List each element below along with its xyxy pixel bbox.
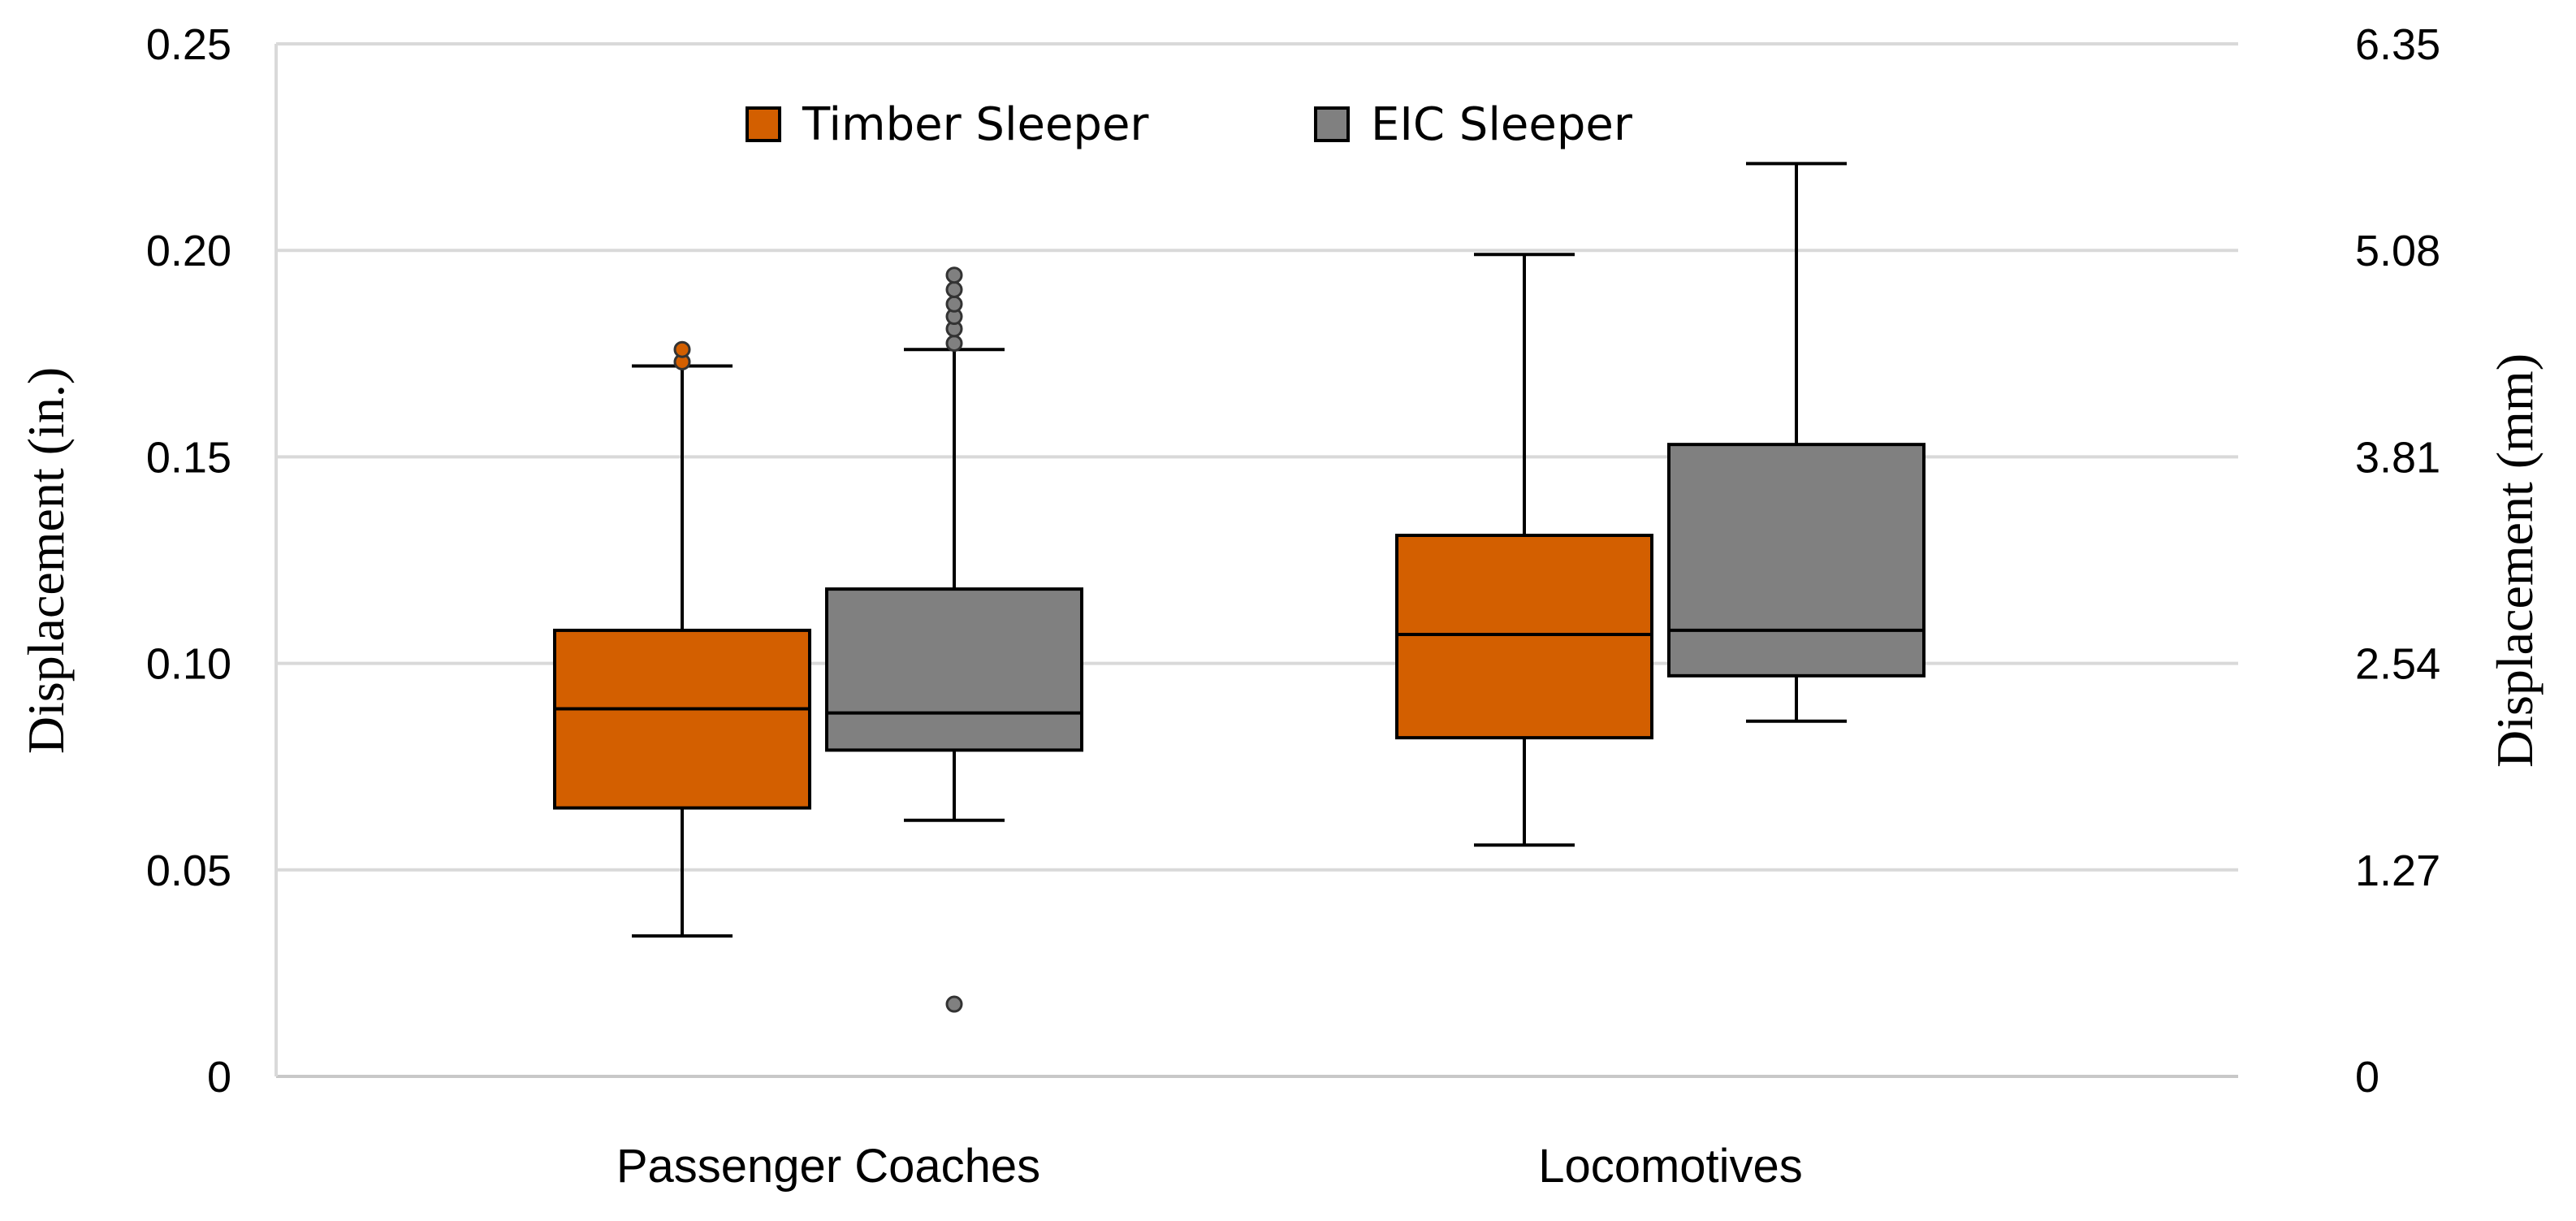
left-axis-ticks: 0 0.05 0.10 0.15 0.20 0.25: [146, 20, 231, 1102]
outlier-point: [945, 335, 963, 353]
left-tick-label: 0.25: [146, 20, 231, 69]
category-label: Passenger Coaches: [616, 1140, 1040, 1193]
outlier-point: [945, 995, 963, 1013]
legend-swatch: [1314, 106, 1350, 142]
box-0-0: [553, 340, 811, 938]
legend-swatch: [746, 106, 781, 142]
left-tick-label: 0.05: [146, 846, 231, 895]
iqr-box: [553, 628, 811, 810]
right-tick-label: 1.27: [2355, 846, 2440, 895]
left-tick-label: 0.15: [146, 433, 231, 482]
outlier-point: [945, 280, 963, 298]
left-tick-label: 0.20: [146, 227, 231, 275]
box-series: [553, 162, 1926, 1013]
category-labels: Passenger Coaches Locomotives: [616, 1140, 1803, 1193]
right-tick-label: 5.08: [2355, 227, 2440, 275]
outlier-point: [945, 295, 963, 313]
iqr-box: [1667, 443, 1926, 678]
iqr-box: [1395, 533, 1653, 740]
outlier-point: [673, 340, 691, 358]
right-axis-ticks: 0 1.27 2.54 3.81 5.08 6.35: [2355, 20, 2440, 1102]
left-tick-label: 0.10: [146, 640, 231, 689]
category-label: Locomotives: [1538, 1140, 1803, 1193]
right-tick-label: 6.35: [2355, 20, 2440, 69]
box-0-1: [1395, 253, 1653, 847]
left-tick-label: 0: [207, 1053, 231, 1102]
left-axis-label: Displacement (in.): [17, 367, 75, 754]
right-tick-label: 0: [2355, 1053, 2379, 1102]
legend-label: Timber Sleeper: [802, 98, 1149, 151]
box-1-0: [825, 266, 1083, 1013]
legend-label: EIC Sleeper: [1371, 98, 1633, 151]
right-tick-label: 3.81: [2355, 433, 2440, 482]
right-axis-label: Displacement (mm): [2486, 353, 2544, 768]
box-1-1: [1667, 162, 1926, 723]
right-tick-label: 2.54: [2355, 640, 2440, 689]
outlier-point: [945, 266, 963, 284]
iqr-box: [825, 587, 1083, 752]
legend: Timber Sleeper EIC Sleeper: [746, 98, 1633, 151]
